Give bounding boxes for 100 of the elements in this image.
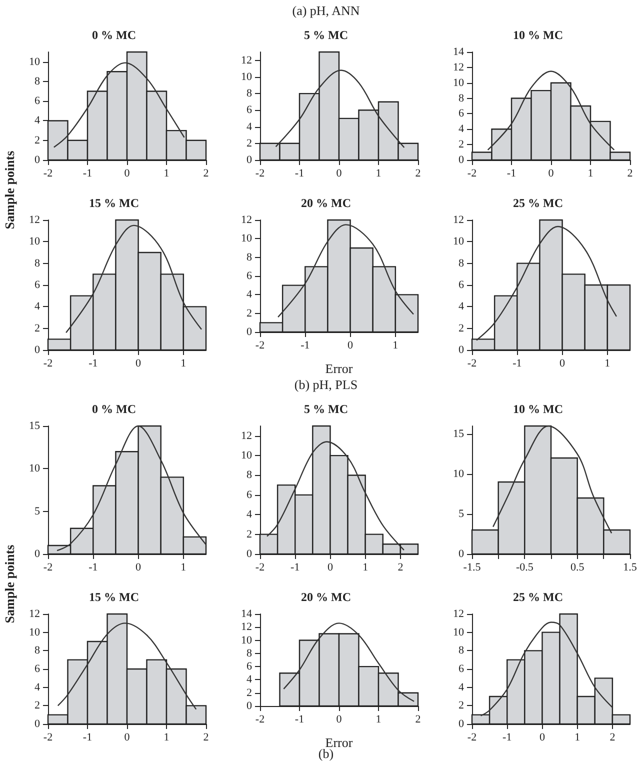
x-tick-label: 2 [203,732,209,744]
x-tick-label: -1 [300,340,310,352]
y-tick-label: 4 [458,300,464,313]
y-tick-label: 2 [458,700,464,712]
y-tick-label: 2 [246,686,252,699]
x-tick-label: -1.5 [463,562,482,574]
y-tick-label: 6 [458,279,464,291]
x-tick-label: 0 [348,340,354,352]
y-tick-label: 2 [34,700,40,712]
chart-title: 0 % MC [92,402,136,416]
x-tick-label: -2 [43,168,53,180]
y-axis-title: Sample points [2,150,18,230]
y-tick-label: 6 [458,108,464,120]
y-tick-label: 0 [34,154,40,166]
y-tick-label: 0 [246,700,252,712]
y-tick-label: 0 [246,154,252,166]
x-tick-label: 2 [627,168,633,180]
y-tick-label: 8 [34,644,40,657]
chart-title: 10 % MC [513,28,563,42]
chart-title: 0 % MC [92,28,136,42]
y-tick-label: 10 [453,626,464,638]
y-tick-label: 2 [458,322,464,334]
y-tick-label: 2 [246,307,252,320]
y-tick-label: 5 [34,505,40,518]
y-axis-title: Sample points [2,544,18,624]
y-tick-label: 8 [246,251,252,264]
x-tick-label: 2 [415,714,421,726]
y-tick-label: 10 [453,468,464,480]
x-tick-label: -2 [255,168,265,180]
y-tick-label: 6 [246,660,252,673]
x-tick-label: 2 [415,168,421,180]
text: (b) pH, PLS [293,377,359,393]
x-tick-label: 0 [327,562,334,574]
x-tick-label: -2 [467,358,477,370]
x-tick-label: 1 [180,562,186,574]
y-tick-label: 12 [453,214,464,226]
y-tick-label: 4 [246,120,252,133]
y-tick-label: 8 [458,257,464,270]
y-tick-label: 8 [34,257,40,270]
y-tick-label: 6 [34,279,40,291]
y-tick-label: 14 [453,46,464,58]
y-tick-label: 8 [458,92,464,104]
y-tick-label: 15 [29,420,40,432]
chart-title: 15 % MC [89,590,139,604]
line-series [487,70,615,151]
x-tick-label: 0 [539,732,546,744]
x-tick-label: 1 [376,168,382,180]
y-tick-label: 4 [458,681,464,694]
y-tick-label: 0 [458,154,464,166]
x-tick-label: 0 [548,168,554,180]
y-tick-label: 2 [246,137,252,150]
y-tick-label: 12 [453,608,464,620]
y-tick-label: 10 [29,626,40,638]
y-tick-label: 8 [34,75,40,88]
x-tick-label: -1 [506,168,516,180]
y-tick-label: 10 [241,70,252,83]
x-tick-label: 0 [124,168,130,180]
x-tick-label: 0 [124,732,130,744]
y-tick-label: 10 [241,634,252,646]
x-tick-label: 1 [604,358,610,370]
x-tick-label: -2 [255,714,265,726]
x-tick-label: -2 [467,168,477,180]
chart-title: 20 % MC [301,590,351,604]
y-tick-label: 4 [246,508,252,521]
y-tick-label: 10 [29,56,40,68]
chart-title: 20 % MC [301,196,351,210]
x-tick-label: -1 [88,562,98,574]
x-tick-label: 2 [610,732,616,744]
y-tick-label: 6 [34,663,40,675]
x-tick-label: 1 [362,562,368,574]
x-tick-label: 1.5 [623,562,638,574]
y-tick-label: 0 [458,548,464,560]
x-tick-label: -0.5 [516,562,534,574]
y-tick-label: 10 [241,232,252,245]
x-tick-label: -1 [294,168,304,180]
x-tick-label: 1 [588,168,594,180]
y-tick-label: 0 [34,548,40,560]
x-tick-label: -1 [88,358,98,370]
y-tick-label: 12 [241,621,252,634]
x-tick-label: 1 [574,732,580,744]
y-tick-label: 12 [241,54,252,66]
x-tick-label: -2 [43,732,53,744]
x-tick-label: 0 [136,562,142,574]
y-tick-label: 10 [29,462,40,475]
y-tick-label: 4 [34,114,40,127]
y-tick-label: 0 [246,326,252,338]
x-tick-label: 0 [560,358,566,370]
chart-title: 10 % MC [513,402,563,416]
x-tick-label: -2 [43,358,53,370]
y-tick-label: 14 [241,608,252,620]
y-tick-label: 8 [458,644,464,657]
x-tick-label: 0.5 [570,562,585,574]
y-tick-label: 10 [453,236,464,248]
y-tick-label: 12 [241,430,252,442]
y-tick-label: 8 [246,88,252,100]
x-tick-label: -1 [294,714,304,726]
x-tick-label: -2 [467,732,477,744]
x-tick-label: 1 [180,358,186,370]
y-tick-label: 6 [246,488,252,501]
text: (a) pH, ANN [291,3,361,19]
